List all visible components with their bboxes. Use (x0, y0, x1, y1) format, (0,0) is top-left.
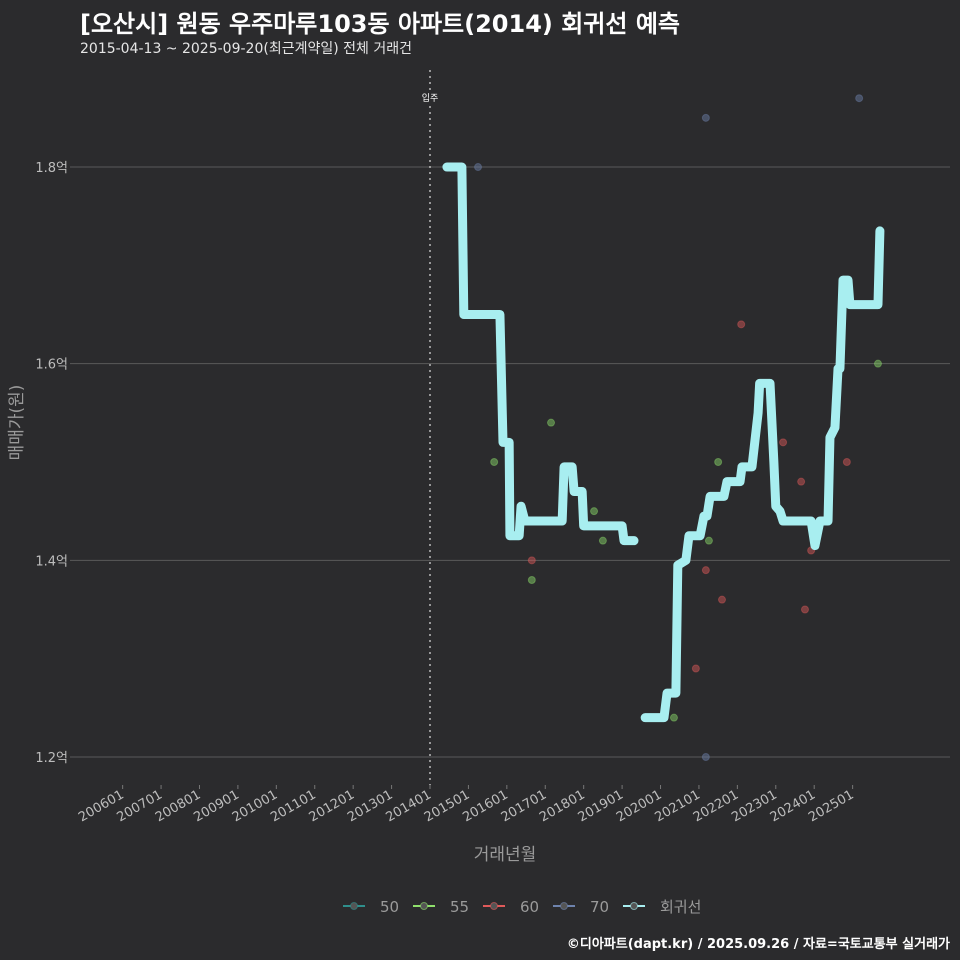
data-point-60 (717, 595, 726, 604)
y-tick-label: 1.4억 (35, 554, 68, 569)
data-point-55 (873, 359, 882, 368)
move-in-label: 입주 (422, 92, 439, 104)
data-point-60 (527, 556, 536, 565)
data-point-60 (691, 664, 700, 673)
y-axis-title: 매매가(원) (7, 385, 27, 461)
legend-key-point (630, 902, 638, 910)
legend-label: 55 (450, 898, 469, 916)
data-point-55 (669, 713, 678, 722)
legend-label: 회귀선 (660, 898, 701, 916)
data-point-70 (701, 113, 710, 122)
legend-label: 50 (380, 898, 399, 916)
y-tick-label: 1.2억 (35, 751, 68, 766)
y-tick-label: 1.8억 (35, 161, 68, 176)
data-point-60 (797, 477, 806, 486)
data-point-55 (590, 507, 599, 516)
regression-line (442, 162, 639, 546)
annotation-bg (421, 91, 439, 103)
data-point-70 (474, 163, 483, 172)
x-axis-title: 거래년월 (474, 845, 537, 865)
legend-key-point (490, 902, 498, 910)
legend-key-point (420, 902, 428, 910)
source-footer: ©디아파트(dapt.kr) / 2025.09.26 / 자료=국토교통부 실… (566, 937, 950, 952)
data-point-60 (701, 566, 710, 575)
data-point-55 (598, 536, 607, 545)
data-point-60 (842, 458, 851, 467)
regression-line (640, 226, 885, 723)
legend-label: 60 (520, 898, 539, 916)
chart-subtitle: 2015-04-13 ~ 2025-09-20(최근계약일) 전체 거래건 (80, 41, 412, 57)
chart-title: [오산시] 원동 우주마루103동 아파트(2014) 회귀선 예측 (80, 10, 680, 38)
data-point-55 (704, 536, 713, 545)
data-point-60 (737, 320, 746, 329)
data-point-60 (800, 605, 809, 614)
data-point-55 (714, 458, 723, 467)
data-point-55 (527, 576, 536, 585)
data-point-55 (490, 458, 499, 467)
data-point-60 (779, 438, 788, 447)
data-point-70 (701, 753, 710, 761)
y-tick-label: 1.6억 (35, 358, 68, 373)
data-point-55 (547, 418, 556, 427)
legend-label: 70 (590, 898, 609, 916)
legend-key-point (350, 902, 358, 910)
data-point-70 (855, 94, 864, 103)
legend-key-point (560, 902, 568, 910)
